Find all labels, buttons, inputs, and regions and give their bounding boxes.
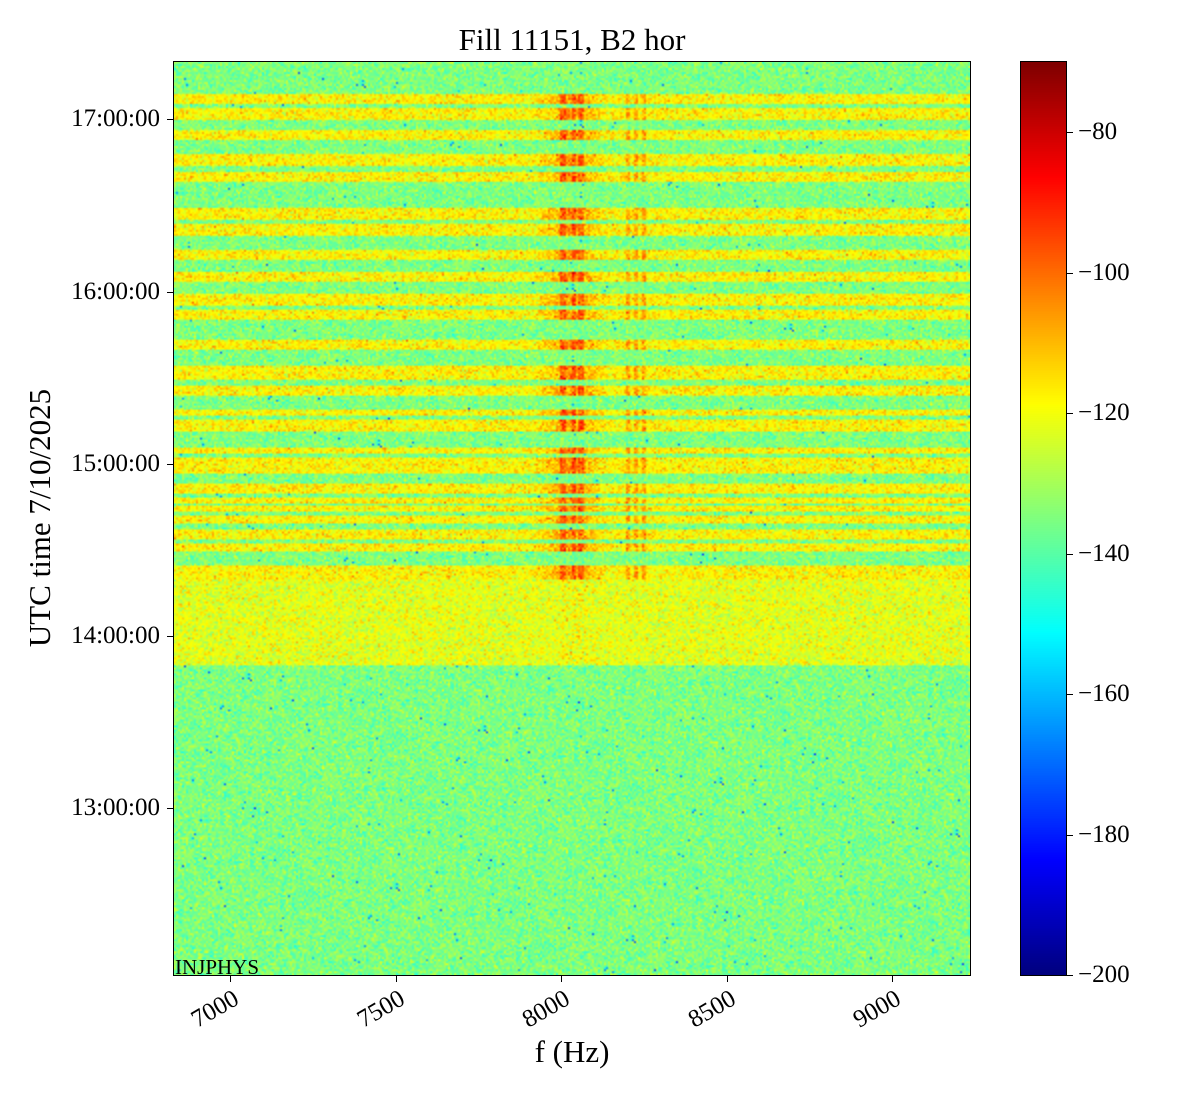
colorbar-tick-label: −80: [1078, 118, 1118, 146]
spectrogram-heatmap: [174, 62, 970, 975]
colorbar-tick-mark: [1067, 834, 1073, 836]
colorbar-tick-label: −100: [1078, 258, 1130, 286]
x-tick-mark: [726, 976, 728, 982]
y-tick-mark: [167, 808, 173, 810]
colorbar-tick-mark: [1067, 132, 1073, 134]
y-tick-mark: [167, 636, 173, 638]
colorbar-tick-mark: [1067, 694, 1073, 696]
y-tick-label: 14:00:00: [71, 622, 160, 650]
chart-title: Fill 11151, B2 hor: [458, 22, 686, 57]
y-tick-mark: [167, 119, 173, 121]
x-tick-label: 8000: [517, 985, 575, 1034]
x-tick-mark: [230, 976, 232, 982]
x-tick-label: 8500: [683, 985, 741, 1034]
colorbar-tick-label: −160: [1078, 680, 1130, 708]
y-tick-label: 15:00:00: [71, 449, 160, 477]
colorbar-tick-mark: [1067, 975, 1073, 976]
colorbar-tick-mark: [1067, 272, 1073, 274]
colorbar-tick-label: −140: [1078, 539, 1130, 567]
x-tick-mark: [395, 976, 397, 982]
colorbar-tick-label: −120: [1078, 399, 1130, 427]
colorbar: [1021, 62, 1066, 975]
colorbar-frame: [1020, 61, 1067, 976]
colorbar-tick-label: −180: [1078, 820, 1130, 848]
y-tick-label: 17:00:00: [71, 105, 160, 133]
plot-area: [173, 61, 971, 976]
y-axis-label: UTC time 7/10/2025: [22, 388, 57, 648]
y-tick-mark: [167, 291, 173, 293]
y-tick-label: 13:00:00: [71, 794, 160, 822]
colorbar-tick-mark: [1067, 413, 1073, 415]
x-tick-mark: [892, 976, 894, 982]
watermark-label: INJPHYS: [175, 955, 260, 979]
x-tick-mark: [561, 976, 563, 982]
y-tick-mark: [167, 463, 173, 465]
x-axis-label: f (Hz): [534, 1034, 610, 1069]
x-tick-label: 7500: [352, 985, 410, 1034]
x-tick-label: 9000: [848, 985, 906, 1034]
colorbar-tick-label: −200: [1078, 961, 1130, 988]
x-tick-label: 7000: [186, 985, 244, 1034]
colorbar-tick-mark: [1067, 553, 1073, 555]
y-tick-label: 16:00:00: [71, 277, 160, 305]
